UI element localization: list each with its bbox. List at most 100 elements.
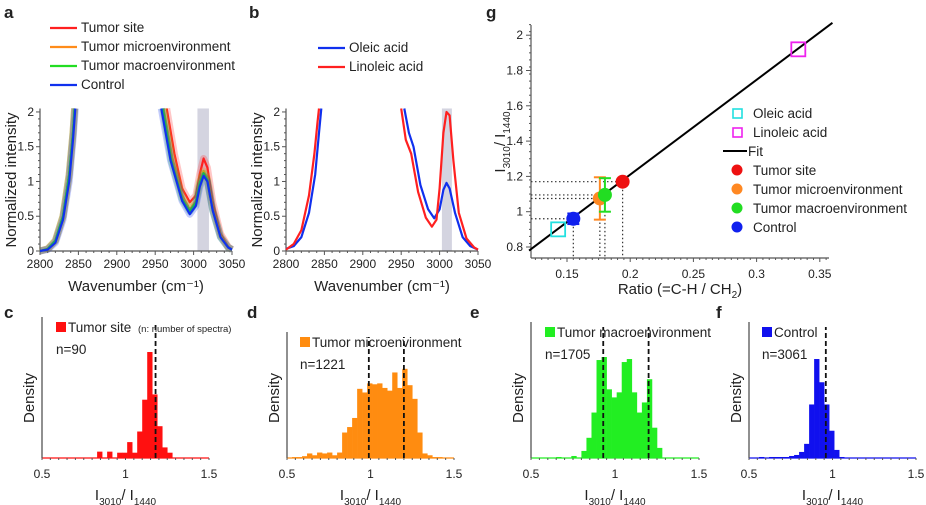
d-x-tick-label: 1.5 [446,467,463,481]
g-y-tick-label: 1 [516,205,523,219]
d-histogram-bar [337,452,343,458]
d-histogram-bar [392,372,398,458]
d-histogram-bar [417,432,423,458]
d-histogram-bar [397,387,403,458]
panel-label-d: d [247,303,257,322]
d-histogram-bar [367,383,373,458]
d-n-count: n=1221 [300,357,345,372]
d-histogram-bar [402,368,408,458]
a-x-tick-label: 2950 [142,257,169,271]
d-histogram-bar [422,453,428,458]
c-histogram-bar [107,451,113,458]
f-histogram-bar [819,382,825,458]
f-x-tick-label: 1 [829,467,836,481]
d-legend-swatch [300,337,310,347]
d-histogram-bar [372,384,378,458]
f-histogram-bar [799,451,805,458]
g-legend-swatch [732,127,743,138]
e-histogram-bar [651,427,658,458]
c-histogram-bar [137,431,143,458]
g-x-tick-label: 0.2 [622,267,639,281]
d-histogram-bar [427,455,433,458]
e-histogram-bar [641,402,648,458]
g-reference-marker [790,41,807,58]
b-series-line [403,108,479,251]
a-x-tick-label: 2850 [65,257,92,271]
a-x-tick-label: 3000 [180,257,207,271]
g-x-tick-label: 0.35 [808,267,832,281]
g-x-tick-label: 0.15 [555,267,579,281]
e-histogram-bar [581,450,587,458]
a-series-line [160,108,233,251]
f-x-axis-label: I3010/ I1440 [802,487,864,505]
d-histogram-bar [347,427,353,458]
panel-label-b: b [249,3,259,22]
d-histogram-bar [342,432,348,458]
c-y-axis-label: Density [21,372,38,423]
f-histogram-bar [804,443,810,458]
d-histogram-bar [387,390,393,458]
b-series-line [285,108,323,250]
c-legend-swatch [56,322,66,332]
f-histogram-bar [809,404,815,458]
g-y-tick-label: 1.2 [506,169,523,183]
b-x-axis-label: Wavenumber (cm⁻¹) [314,278,450,295]
d-histogram-bar [407,385,413,458]
b-y-axis-label: Normalized intensity [249,112,266,248]
b-x-tick-label: 2900 [349,257,376,271]
f-legend-swatch [762,327,772,337]
e-legend-label: Tumor macroenvironment [557,325,711,340]
d-histogram-bar [362,392,368,458]
g-legend-swatch [731,221,743,233]
g-y-axis-label: I3010/ I1440 [492,111,513,173]
g-legend-label: Fit [748,144,763,159]
e-x-tick-label: 1.5 [691,467,708,481]
c-x-tick-label: 1.5 [201,467,218,481]
d-x-tick-label: 1 [367,467,374,481]
g-legend-label: Tumor macroenvironment [753,201,907,216]
d-x-tick-label: 0.5 [279,467,296,481]
c-x-tick-label: 1 [122,467,129,481]
a-y-tick-label: 0 [27,244,34,258]
chart-d: 0.5 1 1.5 I3010/ I1440 Density Tumor microenv… [266,332,463,505]
d-histogram-bar [307,453,313,458]
f-legend-label: Control [774,325,818,340]
e-histogram-bar [657,447,663,458]
g-legend-label: Control [753,220,797,235]
panel-label-f: f [716,303,722,322]
e-histogram-bar [621,362,628,458]
b-x-tick-label: 2850 [311,257,338,271]
e-y-axis-label: Density [510,372,527,423]
e-x-tick-label: 1 [612,467,619,481]
g-y-tick-label: 1.8 [506,64,523,78]
a-series-line [39,108,77,253]
c-histogram-bar [117,452,123,458]
e-histogram-bar [631,392,638,458]
c-histogram-bar [132,452,138,458]
d-histogram-bar [332,455,338,458]
c-histogram-bar [167,452,173,458]
g-legend-swatch [731,164,743,176]
b-y-tick-label: 2 [273,105,280,119]
a-y-tick-label: 1 [27,174,34,188]
a-y-tick-label: 1.5 [17,140,34,154]
c-x-axis-label: I3010/ I1440 [95,487,157,505]
panel-label-g: g [486,3,496,22]
f-histogram-bar [814,359,820,458]
panel-label-e: e [470,303,479,322]
e-histogram-bar [646,379,653,458]
c-histogram-bar [157,426,163,458]
g-x-tick-label: 0.3 [748,267,765,281]
b-y-tick-label: 0 [273,244,280,258]
g-legend-label: Oleic acid [753,106,812,121]
a-x-tick-label: 2900 [103,257,130,271]
b-highlight-band [441,108,452,251]
c-histogram-bar [122,452,128,458]
g-legend-swatch [732,108,743,119]
f-x-tick-label: 1.5 [908,467,925,481]
f-y-axis-label: Density [728,372,745,423]
f-histogram-bar [794,454,800,458]
a-legend-label: Tumor macroenvironment [81,58,235,73]
c-legend-label: Tumor site [68,320,131,335]
